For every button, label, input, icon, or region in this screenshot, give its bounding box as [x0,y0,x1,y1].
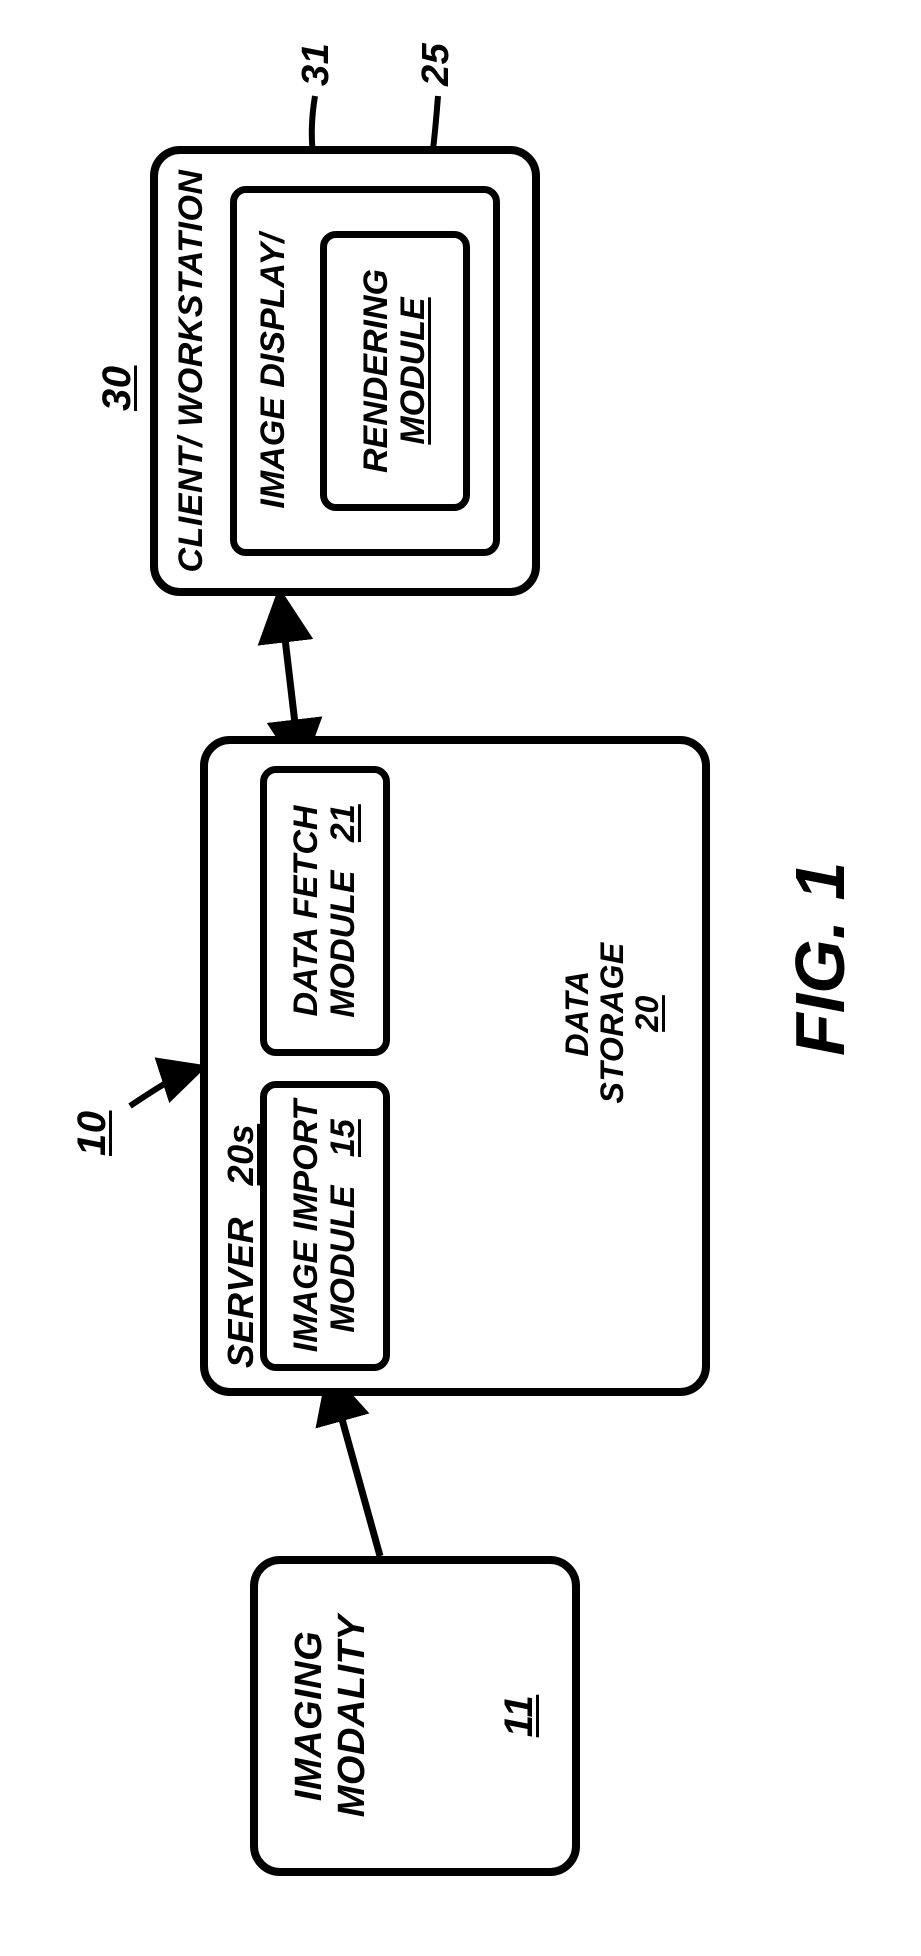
client-title: CLIENT/ WORKSTATION [172,154,211,588]
rendering-module: RENDERING MODULE [320,231,470,511]
data-fetch-line1: DATA FETCH [288,806,325,1017]
server-title: SERVER 20s [220,1124,262,1368]
server-ref: 20s [220,1124,261,1186]
image-import-module: IMAGE IMPORT MODULE 15 [260,1081,390,1371]
rendering-line2: MODULE [395,297,432,444]
data-storage-label: DATA STORAGE 20 [560,906,666,1121]
data-fetch-line2-wrap: MODULE 21 [325,804,362,1018]
imaging-modality-ref: 11 [497,1564,542,1868]
ref-31: 31 [295,43,338,86]
image-import-ref: 15 [324,1119,362,1157]
data-fetch-line2: MODULE [324,870,362,1017]
image-display-line1: IMAGE DISPLAY/ [255,233,292,508]
image-import-line2-wrap: MODULE 15 [325,1119,362,1333]
figure-caption: FIG. 1 [780,862,860,1056]
imaging-modality-node: IMAGING MODALITY 11 [250,1556,580,1876]
edge-modality-to-import [330,1376,380,1556]
data-storage-line1: DATA [559,970,595,1056]
image-import-line1: IMAGE IMPORT [288,1100,325,1353]
image-import-line2: MODULE [324,1185,362,1332]
rendering-line1: RENDERING [358,269,395,473]
data-storage-line2: STORAGE [594,942,630,1103]
data-fetch-module: DATA FETCH MODULE 21 [260,766,390,1056]
diagram-stage: IMAGING MODALITY 11 SERVER 20s IMAGE IMP… [0,0,921,1956]
server-title-prefix: SERVER [220,1217,261,1368]
ref-25: 25 [415,43,458,86]
leader-10 [130,1068,200,1106]
ref-10: 10 [70,1111,115,1157]
imaging-modality-title: IMAGING MODALITY [288,1564,374,1868]
ref-30: 30 [95,366,140,412]
data-storage-ref: 20 [629,995,665,1032]
data-fetch-ref: 21 [324,804,362,842]
